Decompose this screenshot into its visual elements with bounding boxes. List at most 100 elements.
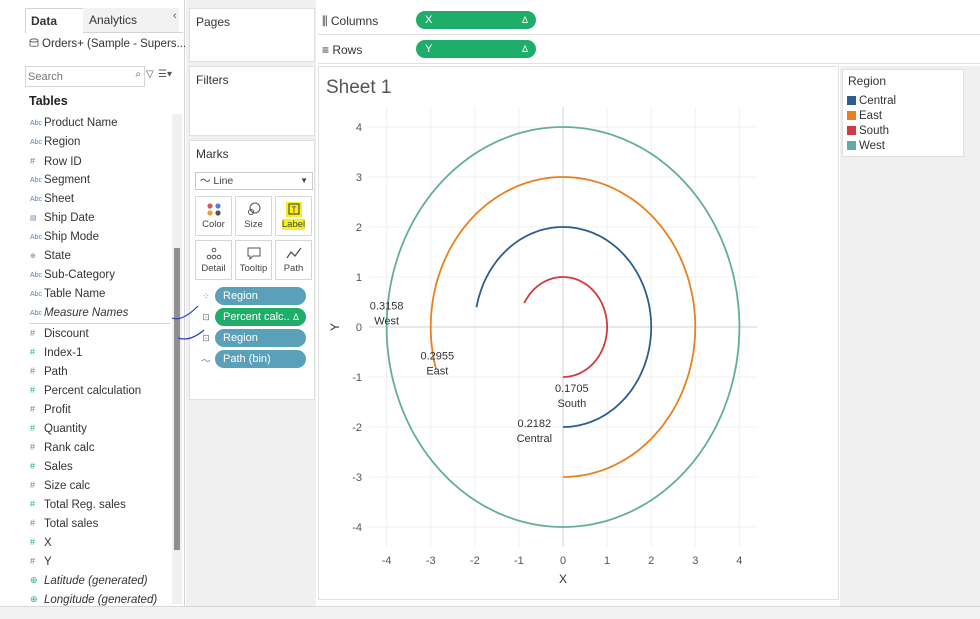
field-type-icon: #: [30, 404, 36, 414]
field-name: Path: [44, 366, 68, 378]
field-item[interactable]: ▤ Ship Date: [30, 209, 170, 228]
field-name: Sheet: [44, 193, 75, 205]
field-type-icon: ⊕: [30, 575, 38, 585]
label-icon: ⊡: [202, 312, 210, 322]
series-line-west: [385, 126, 564, 528]
field-type-icon: Abc: [30, 120, 43, 127]
region-label-pill[interactable]: Region: [215, 329, 306, 347]
legend-label: West: [859, 140, 885, 152]
field-name: Size calc: [44, 480, 91, 492]
path-button-label: Path: [283, 263, 304, 274]
label-button[interactable]: T Label: [275, 196, 312, 236]
field-name: Row ID: [44, 156, 82, 168]
series-right-half-central: [562, 226, 653, 428]
pill-label: Percent calc..: [223, 311, 290, 323]
pages-title: Pages: [196, 15, 231, 29]
field-type-icon: #: [30, 461, 36, 471]
field-type-icon: #: [30, 366, 36, 376]
search-input[interactable]: [26, 67, 130, 86]
field-item[interactable]: # Rank calc: [30, 438, 170, 457]
field-item[interactable]: # Total sales: [30, 514, 170, 533]
field-item[interactable]: Abc Sheet: [30, 190, 170, 209]
datasource-item[interactable]: Orders+ (Sample - Supers...: [29, 38, 186, 50]
radial-chart[interactable]: -4 -3 -2 -1 0 1 2 3 4 4 3 2 1 0 -1 -2 -3 -4 X Y 0.1705 South 0…: [319, 67, 838, 599]
field-item[interactable]: Abc Product Name: [30, 114, 170, 133]
pill-label: Path (bin): [223, 353, 271, 365]
filters-card[interactable]: Filters: [189, 66, 315, 136]
legend-swatch: [847, 141, 856, 150]
y-tick-label: 4: [356, 122, 362, 134]
field-item[interactable]: # Path: [30, 362, 170, 381]
collapse-pane-icon[interactable]: ‹: [173, 10, 177, 22]
sheet-tabs-bar[interactable]: [0, 606, 980, 619]
legend-item-east[interactable]: East: [847, 110, 882, 125]
size-button[interactable]: Size: [235, 196, 272, 236]
region-color-pill[interactable]: Region: [215, 287, 306, 305]
label-icon: T: [285, 202, 302, 217]
field-item[interactable]: # Percent calculation: [30, 381, 170, 400]
region-legend[interactable]: Region Central East South West: [842, 69, 964, 157]
tab-data[interactable]: Data: [25, 8, 84, 34]
path-icon: [285, 247, 302, 259]
percent-calc-label-pill[interactable]: Percent calc.. Δ: [215, 308, 306, 326]
field-item[interactable]: # X: [30, 533, 170, 552]
field-name: Segment: [44, 174, 91, 186]
field-name: Ship Date: [44, 212, 95, 224]
field-item[interactable]: Abc Table Name: [30, 285, 170, 304]
field-item[interactable]: # Quantity: [30, 419, 170, 438]
field-item[interactable]: # Sales: [30, 457, 170, 476]
field-name: X: [44, 537, 52, 549]
field-item[interactable]: ⊕ Longitude (generated): [30, 590, 170, 609]
field-type-icon: Abc: [30, 196, 43, 203]
field-item[interactable]: ⊕ State: [30, 247, 170, 266]
field-item[interactable]: # Size calc: [30, 476, 170, 495]
field-item[interactable]: ⊕ Latitude (generated): [30, 571, 170, 590]
pages-card[interactable]: Pages: [189, 8, 315, 62]
field-item[interactable]: # Profit: [30, 400, 170, 419]
mark-type-dropdown[interactable]: 〜 Line ▼: [195, 172, 313, 190]
color-dots-icon: ⁘: [202, 291, 210, 301]
field-type-icon: #: [30, 328, 36, 338]
worksheet-view[interactable]: Sheet 1 -4 -3 -2 -1 0 1 2 3 4 4 3 2 1 0 -1 -2 -3 -4 X Y 0.17…: [318, 66, 839, 600]
path-button[interactable]: Path: [275, 240, 312, 280]
scrollbar-thumb[interactable]: [174, 248, 180, 550]
legend-title: Region: [848, 74, 887, 88]
color-button[interactable]: Color: [195, 196, 232, 236]
sheet-title[interactable]: Sheet 1: [326, 77, 392, 98]
field-item[interactable]: # Discount: [30, 324, 170, 343]
path-bin-pill[interactable]: Path (bin): [215, 350, 306, 368]
field-name: Sub-Category: [44, 269, 115, 281]
filter-icon[interactable]: ▽: [146, 69, 154, 80]
field-type-icon: Abc: [30, 139, 43, 146]
field-item[interactable]: Abc Measure Names: [30, 304, 170, 323]
field-item[interactable]: Abc Ship Mode: [30, 228, 170, 247]
y-tick-label: 0: [356, 322, 362, 334]
field-item[interactable]: # Row ID: [30, 152, 170, 171]
label-icon: ⊡: [202, 333, 210, 343]
field-type-icon: #: [30, 423, 36, 433]
field-item[interactable]: # Total Reg. sales: [30, 495, 170, 514]
field-item[interactable]: Abc Region: [30, 133, 170, 152]
field-item[interactable]: Abc Sub-Category: [30, 266, 170, 285]
tab-analytics[interactable]: Analytics: [83, 8, 179, 32]
legend-item-west[interactable]: West: [847, 140, 885, 155]
view-options-icon[interactable]: ☰▾: [158, 69, 172, 80]
field-name: Percent calculation: [44, 385, 142, 397]
series-line-east: [429, 176, 563, 370]
detail-button[interactable]: Detail: [195, 240, 232, 280]
datasource-name: Orders+ (Sample - Supers...: [42, 38, 187, 50]
data-pane: Data Analytics ‹ Orders+ (Sample - Super…: [0, 0, 186, 609]
field-item[interactable]: # Index-1: [30, 343, 170, 362]
field-item[interactable]: # Y: [30, 552, 170, 571]
field-item[interactable]: Abc Segment: [30, 171, 170, 190]
x-tick-label: -2: [470, 555, 480, 567]
legend-item-south[interactable]: South: [847, 125, 889, 140]
tooltip-button[interactable]: Tooltip: [235, 240, 272, 280]
y-tick-label: -4: [352, 522, 362, 534]
legend-item-central[interactable]: Central: [847, 95, 896, 110]
field-name: Measure Names: [44, 307, 129, 319]
